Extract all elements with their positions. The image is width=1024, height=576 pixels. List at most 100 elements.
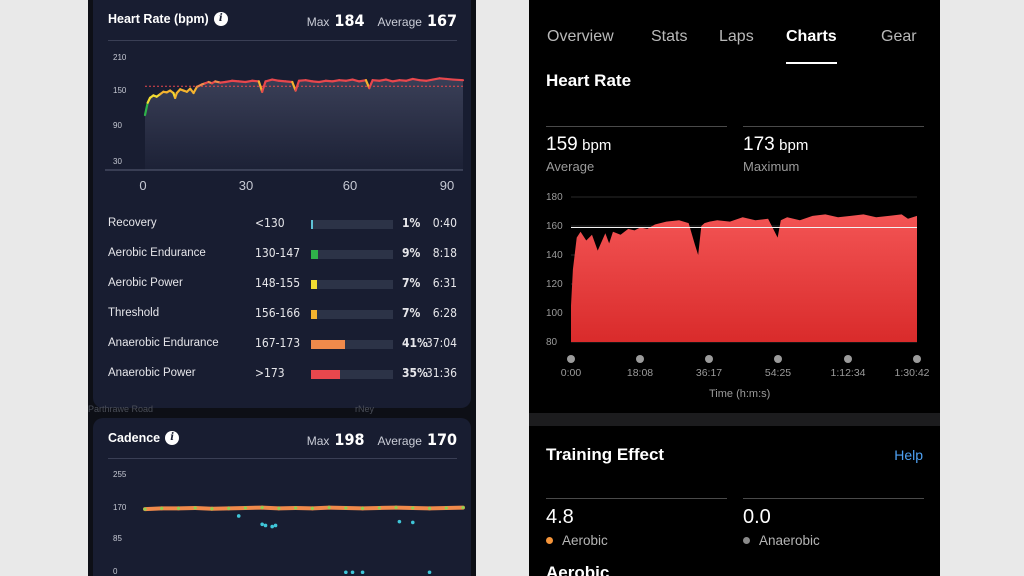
right-app-screen: Overview Stats Laps Charts Gear Heart Ra… — [529, 0, 940, 576]
zone-row: Aerobic Endurance 130-147 9% 8:18 — [108, 244, 457, 264]
help-link[interactable]: Help — [894, 447, 923, 463]
max-label: Max — [306, 434, 330, 448]
divider — [108, 40, 457, 41]
cadence-low-point — [397, 519, 402, 524]
heart-rate-line-segment — [358, 79, 368, 83]
heart-rate-line-segment — [264, 78, 274, 83]
x-tick-dot — [705, 355, 713, 363]
zone-name: Anaerobic Power — [108, 367, 196, 379]
x-tick-dot — [774, 355, 782, 363]
zone-range: >173 — [255, 366, 285, 380]
zone-range: 130-147 — [255, 246, 301, 260]
cadence-low-point — [236, 514, 241, 518]
training-effect-title: Training Effect — [546, 445, 665, 464]
aerobic-value: 4.8 — [546, 506, 574, 528]
heart-rate-line-segment — [445, 77, 455, 81]
heart-rate-line-segment — [143, 101, 149, 117]
zone-bar-fill — [311, 250, 319, 259]
x-tick: 1:30:42 — [894, 367, 930, 379]
zone-percent: 7% — [402, 276, 421, 290]
section-separator — [529, 413, 940, 426]
y-tick: 90 — [113, 121, 122, 130]
x-tick-dot — [636, 355, 644, 363]
zone-bar-fill — [311, 310, 317, 319]
cadence-low-point — [410, 520, 415, 525]
heart-rate-line-segment — [338, 79, 347, 82]
heart-rate-line-segment — [368, 79, 374, 90]
tab-gear[interactable]: Gear — [881, 28, 917, 45]
y-tick: 255 — [113, 470, 127, 479]
maximum-unit: bpm — [779, 137, 809, 154]
cadence-point — [394, 505, 398, 510]
zone-time: 6:28 — [432, 306, 457, 320]
heart-rate-line-segment — [297, 79, 307, 82]
average-value: 167 — [426, 11, 457, 30]
heart-rate-line-segment — [224, 79, 234, 84]
zone-row: Anaerobic Endurance 167-173 41% 37:04 — [108, 334, 457, 354]
average-label: Average — [377, 434, 422, 448]
tab-stats[interactable]: Stats — [651, 28, 688, 45]
x-tick: 18:08 — [626, 367, 654, 379]
cadence-point — [360, 506, 365, 510]
max-value: 198 — [334, 430, 365, 449]
cadence-title: Cadence — [108, 431, 161, 445]
cadence-point — [243, 506, 248, 510]
zone-name: Recovery — [108, 217, 157, 229]
zone-name: Aerobic Endurance — [108, 247, 206, 259]
y-tick: 140 — [546, 250, 563, 261]
zone-bar — [311, 280, 393, 289]
tab-laps[interactable]: Laps — [719, 28, 754, 45]
active-tab-indicator — [786, 62, 837, 64]
x-tick: 90 — [439, 178, 455, 193]
heart-rate-title: Heart Rate (bpm) — [108, 12, 209, 26]
heart-rate-line-segment — [344, 78, 354, 82]
zone-bar-fill — [311, 280, 317, 289]
cadence-low-point — [344, 570, 348, 575]
heart-rate-area — [571, 214, 917, 342]
info-icon[interactable]: i — [165, 431, 180, 445]
tab-overview[interactable]: Overview — [547, 28, 614, 45]
y-tick: 100 — [546, 308, 563, 319]
average-label: Average — [546, 159, 595, 174]
divider — [743, 498, 924, 499]
heart-rate-line-segment — [378, 78, 388, 82]
zone-range: <130 — [255, 216, 285, 230]
heart-rate-line-segment — [311, 80, 321, 84]
max-value: 184 — [334, 11, 365, 30]
average-label: Average — [377, 15, 422, 29]
info-icon[interactable]: i — [213, 12, 228, 26]
heart-rate-line-segment — [192, 85, 198, 95]
cadence-band — [310, 505, 332, 511]
heart-rate-line-segment — [425, 78, 434, 82]
y-tick: 170 — [113, 503, 127, 512]
x-tick: 36:17 — [695, 367, 723, 379]
heart-rate-line-segment — [438, 77, 448, 81]
aerobic-effect: 4.8 Aerobic — [546, 506, 608, 548]
tab-charts[interactable]: Charts — [786, 28, 837, 45]
cadence-point — [294, 506, 298, 510]
zone-name: Threshold — [108, 307, 160, 319]
x-tick: 1:12:34 — [830, 367, 866, 379]
heart-rate-line-segment — [317, 79, 327, 84]
cadence-point — [327, 505, 331, 510]
heart-rate-header: Heart Rate (bpm) i — [108, 12, 228, 26]
cadence-low-point — [350, 570, 355, 575]
zone-bar — [311, 370, 393, 379]
average-value: 170 — [426, 430, 457, 449]
heart-rate-line-segment — [431, 77, 441, 81]
cadence-summary: Max 198 Average 170 — [307, 430, 457, 449]
cadence-point — [260, 505, 264, 510]
map-road-label: rNey — [355, 404, 375, 414]
heart-rate-line-segment — [277, 79, 287, 83]
zone-percent: 41% — [402, 336, 428, 350]
zone-range: 148-155 — [255, 276, 301, 290]
zone-time: 0:40 — [432, 216, 457, 230]
heart-rate-line-segment — [411, 77, 421, 82]
cadence-low-point — [360, 570, 365, 575]
zone-bar — [311, 220, 393, 229]
heart-rate-line-segment — [384, 78, 394, 83]
cadence-band — [193, 505, 214, 511]
cadence-scatter-chart — [143, 505, 465, 575]
heart-rate-line-segment — [304, 79, 314, 83]
aerobic-label: Aerobic — [562, 533, 608, 548]
